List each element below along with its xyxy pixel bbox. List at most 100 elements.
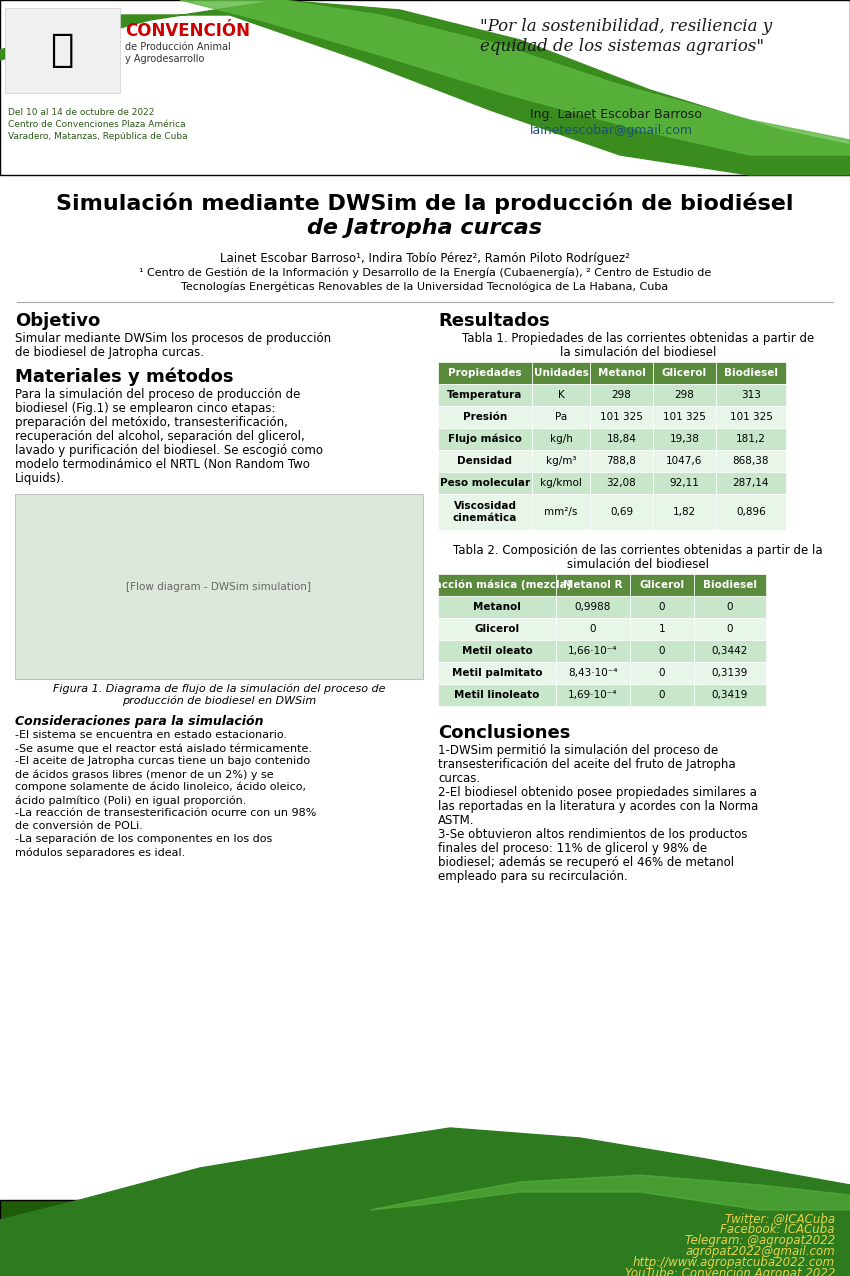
- FancyBboxPatch shape: [438, 494, 532, 530]
- Text: Liquids).: Liquids).: [15, 472, 65, 485]
- Text: Peso molecular: Peso molecular: [440, 478, 530, 487]
- Text: 0: 0: [659, 646, 666, 656]
- FancyBboxPatch shape: [716, 427, 786, 450]
- FancyBboxPatch shape: [716, 384, 786, 406]
- FancyBboxPatch shape: [438, 641, 556, 662]
- Text: simulación del biodiesel: simulación del biodiesel: [567, 558, 709, 570]
- Text: Biodiesel: Biodiesel: [724, 367, 778, 378]
- Text: Metil palmitato: Metil palmitato: [451, 669, 542, 678]
- Text: 0: 0: [659, 669, 666, 678]
- Text: 0: 0: [727, 624, 734, 634]
- Text: Consideraciones para la simulación: Consideraciones para la simulación: [15, 715, 264, 729]
- FancyBboxPatch shape: [438, 406, 532, 427]
- FancyBboxPatch shape: [556, 641, 630, 662]
- Text: http://www.agropatcuba2022.com: http://www.agropatcuba2022.com: [633, 1256, 835, 1270]
- FancyBboxPatch shape: [653, 450, 716, 472]
- Text: preparación del metóxido, transesterificación,: preparación del metóxido, transesterific…: [15, 416, 288, 429]
- Text: Unidades: Unidades: [534, 367, 588, 378]
- FancyBboxPatch shape: [653, 384, 716, 406]
- FancyBboxPatch shape: [532, 362, 590, 384]
- Text: mm²/s: mm²/s: [544, 507, 578, 517]
- FancyBboxPatch shape: [630, 684, 694, 706]
- Text: 298: 298: [611, 390, 632, 399]
- Text: Centro de Convenciones Plaza América: Centro de Convenciones Plaza América: [8, 120, 185, 129]
- FancyBboxPatch shape: [590, 427, 653, 450]
- FancyBboxPatch shape: [438, 472, 532, 494]
- FancyBboxPatch shape: [556, 574, 630, 596]
- Text: Pa: Pa: [555, 412, 567, 422]
- Text: Metil linoleato: Metil linoleato: [454, 690, 540, 701]
- Text: K: K: [558, 390, 564, 399]
- Text: de ácidos grasos libres (menor de un 2%) y se: de ácidos grasos libres (menor de un 2%)…: [15, 769, 274, 780]
- FancyBboxPatch shape: [532, 427, 590, 450]
- Text: kg/m³: kg/m³: [546, 456, 576, 466]
- Text: Materiales y métodos: Materiales y métodos: [15, 367, 234, 387]
- Text: 0: 0: [590, 624, 596, 634]
- Polygon shape: [0, 0, 850, 175]
- Text: Metil oleato: Metil oleato: [462, 646, 532, 656]
- FancyBboxPatch shape: [630, 574, 694, 596]
- FancyBboxPatch shape: [556, 662, 630, 684]
- FancyBboxPatch shape: [438, 662, 556, 684]
- FancyBboxPatch shape: [716, 494, 786, 530]
- Polygon shape: [0, 1128, 850, 1276]
- Text: -El aceite de Jatropha curcas tiene un bajo contenido: -El aceite de Jatropha curcas tiene un b…: [15, 755, 310, 766]
- Text: Temperatura: Temperatura: [447, 390, 523, 399]
- FancyBboxPatch shape: [630, 662, 694, 684]
- FancyBboxPatch shape: [532, 450, 590, 472]
- Text: 32,08: 32,08: [607, 478, 637, 487]
- Text: las reportadas en la literatura y acordes con la Norma: las reportadas en la literatura y acorde…: [438, 800, 758, 813]
- Text: Para la simulación del proceso de producción de: Para la simulación del proceso de produc…: [15, 388, 300, 401]
- Text: ¹ Centro de Gestión de la Información y Desarrollo de la Energía (Cubaenergía), : ¹ Centro de Gestión de la Información y …: [139, 268, 711, 278]
- Text: modelo termodinámico el NRTL (Non Random Two: modelo termodinámico el NRTL (Non Random…: [15, 458, 310, 471]
- Text: 1,82: 1,82: [673, 507, 696, 517]
- Text: Glicerol: Glicerol: [662, 367, 707, 378]
- Text: Ing. Lainet Escobar Barroso: Ing. Lainet Escobar Barroso: [530, 108, 702, 121]
- Text: 18,84: 18,84: [607, 434, 637, 444]
- FancyBboxPatch shape: [653, 427, 716, 450]
- Text: [Flow diagram - DWSim simulation]: [Flow diagram - DWSim simulation]: [127, 582, 311, 592]
- FancyBboxPatch shape: [0, 1199, 850, 1276]
- Text: "Por la sostenibilidad, resiliencia y
equidad de los sistemas agrarios": "Por la sostenibilidad, resiliencia y eq…: [480, 18, 772, 55]
- FancyBboxPatch shape: [716, 362, 786, 384]
- FancyBboxPatch shape: [653, 494, 716, 530]
- Text: recuperación del alcohol, separación del glicerol,: recuperación del alcohol, separación del…: [15, 430, 305, 443]
- Text: Metanol R: Metanol R: [564, 581, 623, 590]
- Text: 181,2: 181,2: [736, 434, 766, 444]
- FancyBboxPatch shape: [716, 472, 786, 494]
- Text: CONVENCIÓN: CONVENCIÓN: [125, 22, 250, 40]
- Text: de conversión de POLi.: de conversión de POLi.: [15, 820, 143, 831]
- Text: Presión: Presión: [463, 412, 507, 422]
- Text: kg/kmol: kg/kmol: [540, 478, 582, 487]
- Text: curcas.: curcas.: [438, 772, 480, 785]
- Text: ácido palmítico (Poli) en igual proporción.: ácido palmítico (Poli) en igual proporci…: [15, 795, 246, 805]
- Text: YouTube: Convención Agropat 2022: YouTube: Convención Agropat 2022: [625, 1267, 835, 1276]
- Text: 0,69: 0,69: [610, 507, 633, 517]
- FancyBboxPatch shape: [590, 406, 653, 427]
- Text: Figura 1. Diagrama de flujo de la simulación del proceso de: Figura 1. Diagrama de flujo de la simula…: [53, 683, 385, 693]
- Text: transesterificación del aceite del fruto de Jatropha: transesterificación del aceite del fruto…: [438, 758, 735, 771]
- Text: Glicerol: Glicerol: [639, 581, 684, 590]
- FancyBboxPatch shape: [694, 618, 766, 641]
- Text: 287,14: 287,14: [733, 478, 769, 487]
- FancyBboxPatch shape: [590, 472, 653, 494]
- FancyBboxPatch shape: [630, 618, 694, 641]
- FancyBboxPatch shape: [694, 684, 766, 706]
- FancyBboxPatch shape: [532, 406, 590, 427]
- Text: 1,69·10⁻⁴: 1,69·10⁻⁴: [569, 690, 618, 701]
- Text: Glicerol: Glicerol: [474, 624, 519, 634]
- Text: Facebook: ICACuba: Facebook: ICACuba: [721, 1222, 835, 1236]
- Text: biodiesel (Fig.1) se emplearon cinco etapas:: biodiesel (Fig.1) se emplearon cinco eta…: [15, 402, 275, 415]
- FancyBboxPatch shape: [556, 684, 630, 706]
- Text: Densidad: Densidad: [457, 456, 513, 466]
- Text: empleado para su recirculación.: empleado para su recirculación.: [438, 870, 628, 883]
- Text: -La separación de los componentes en los dos: -La separación de los componentes en los…: [15, 835, 272, 845]
- Text: Simulación mediante DWSim de la producción de biodiésel: Simulación mediante DWSim de la producci…: [56, 191, 794, 213]
- Text: 0: 0: [659, 690, 666, 701]
- FancyBboxPatch shape: [556, 596, 630, 618]
- Text: 101 325: 101 325: [600, 412, 643, 422]
- Text: 🌿: 🌿: [50, 31, 74, 69]
- FancyBboxPatch shape: [694, 662, 766, 684]
- FancyBboxPatch shape: [438, 384, 532, 406]
- Text: la simulación del biodiesel: la simulación del biodiesel: [560, 346, 717, 359]
